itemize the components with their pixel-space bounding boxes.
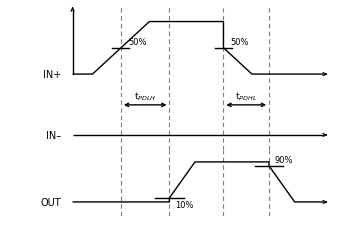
- Text: OUT: OUT: [41, 197, 61, 207]
- Text: IN–: IN–: [46, 130, 61, 140]
- Text: 50%: 50%: [231, 38, 249, 47]
- Text: 10%: 10%: [175, 200, 194, 209]
- Text: t$_{PDHL}$: t$_{PDHL}$: [235, 90, 257, 103]
- Text: IN+: IN+: [43, 70, 61, 80]
- Text: 50%: 50%: [128, 38, 146, 47]
- Text: 90%: 90%: [275, 156, 293, 164]
- Text: t$_{PDLH}$: t$_{PDLH}$: [134, 90, 156, 103]
